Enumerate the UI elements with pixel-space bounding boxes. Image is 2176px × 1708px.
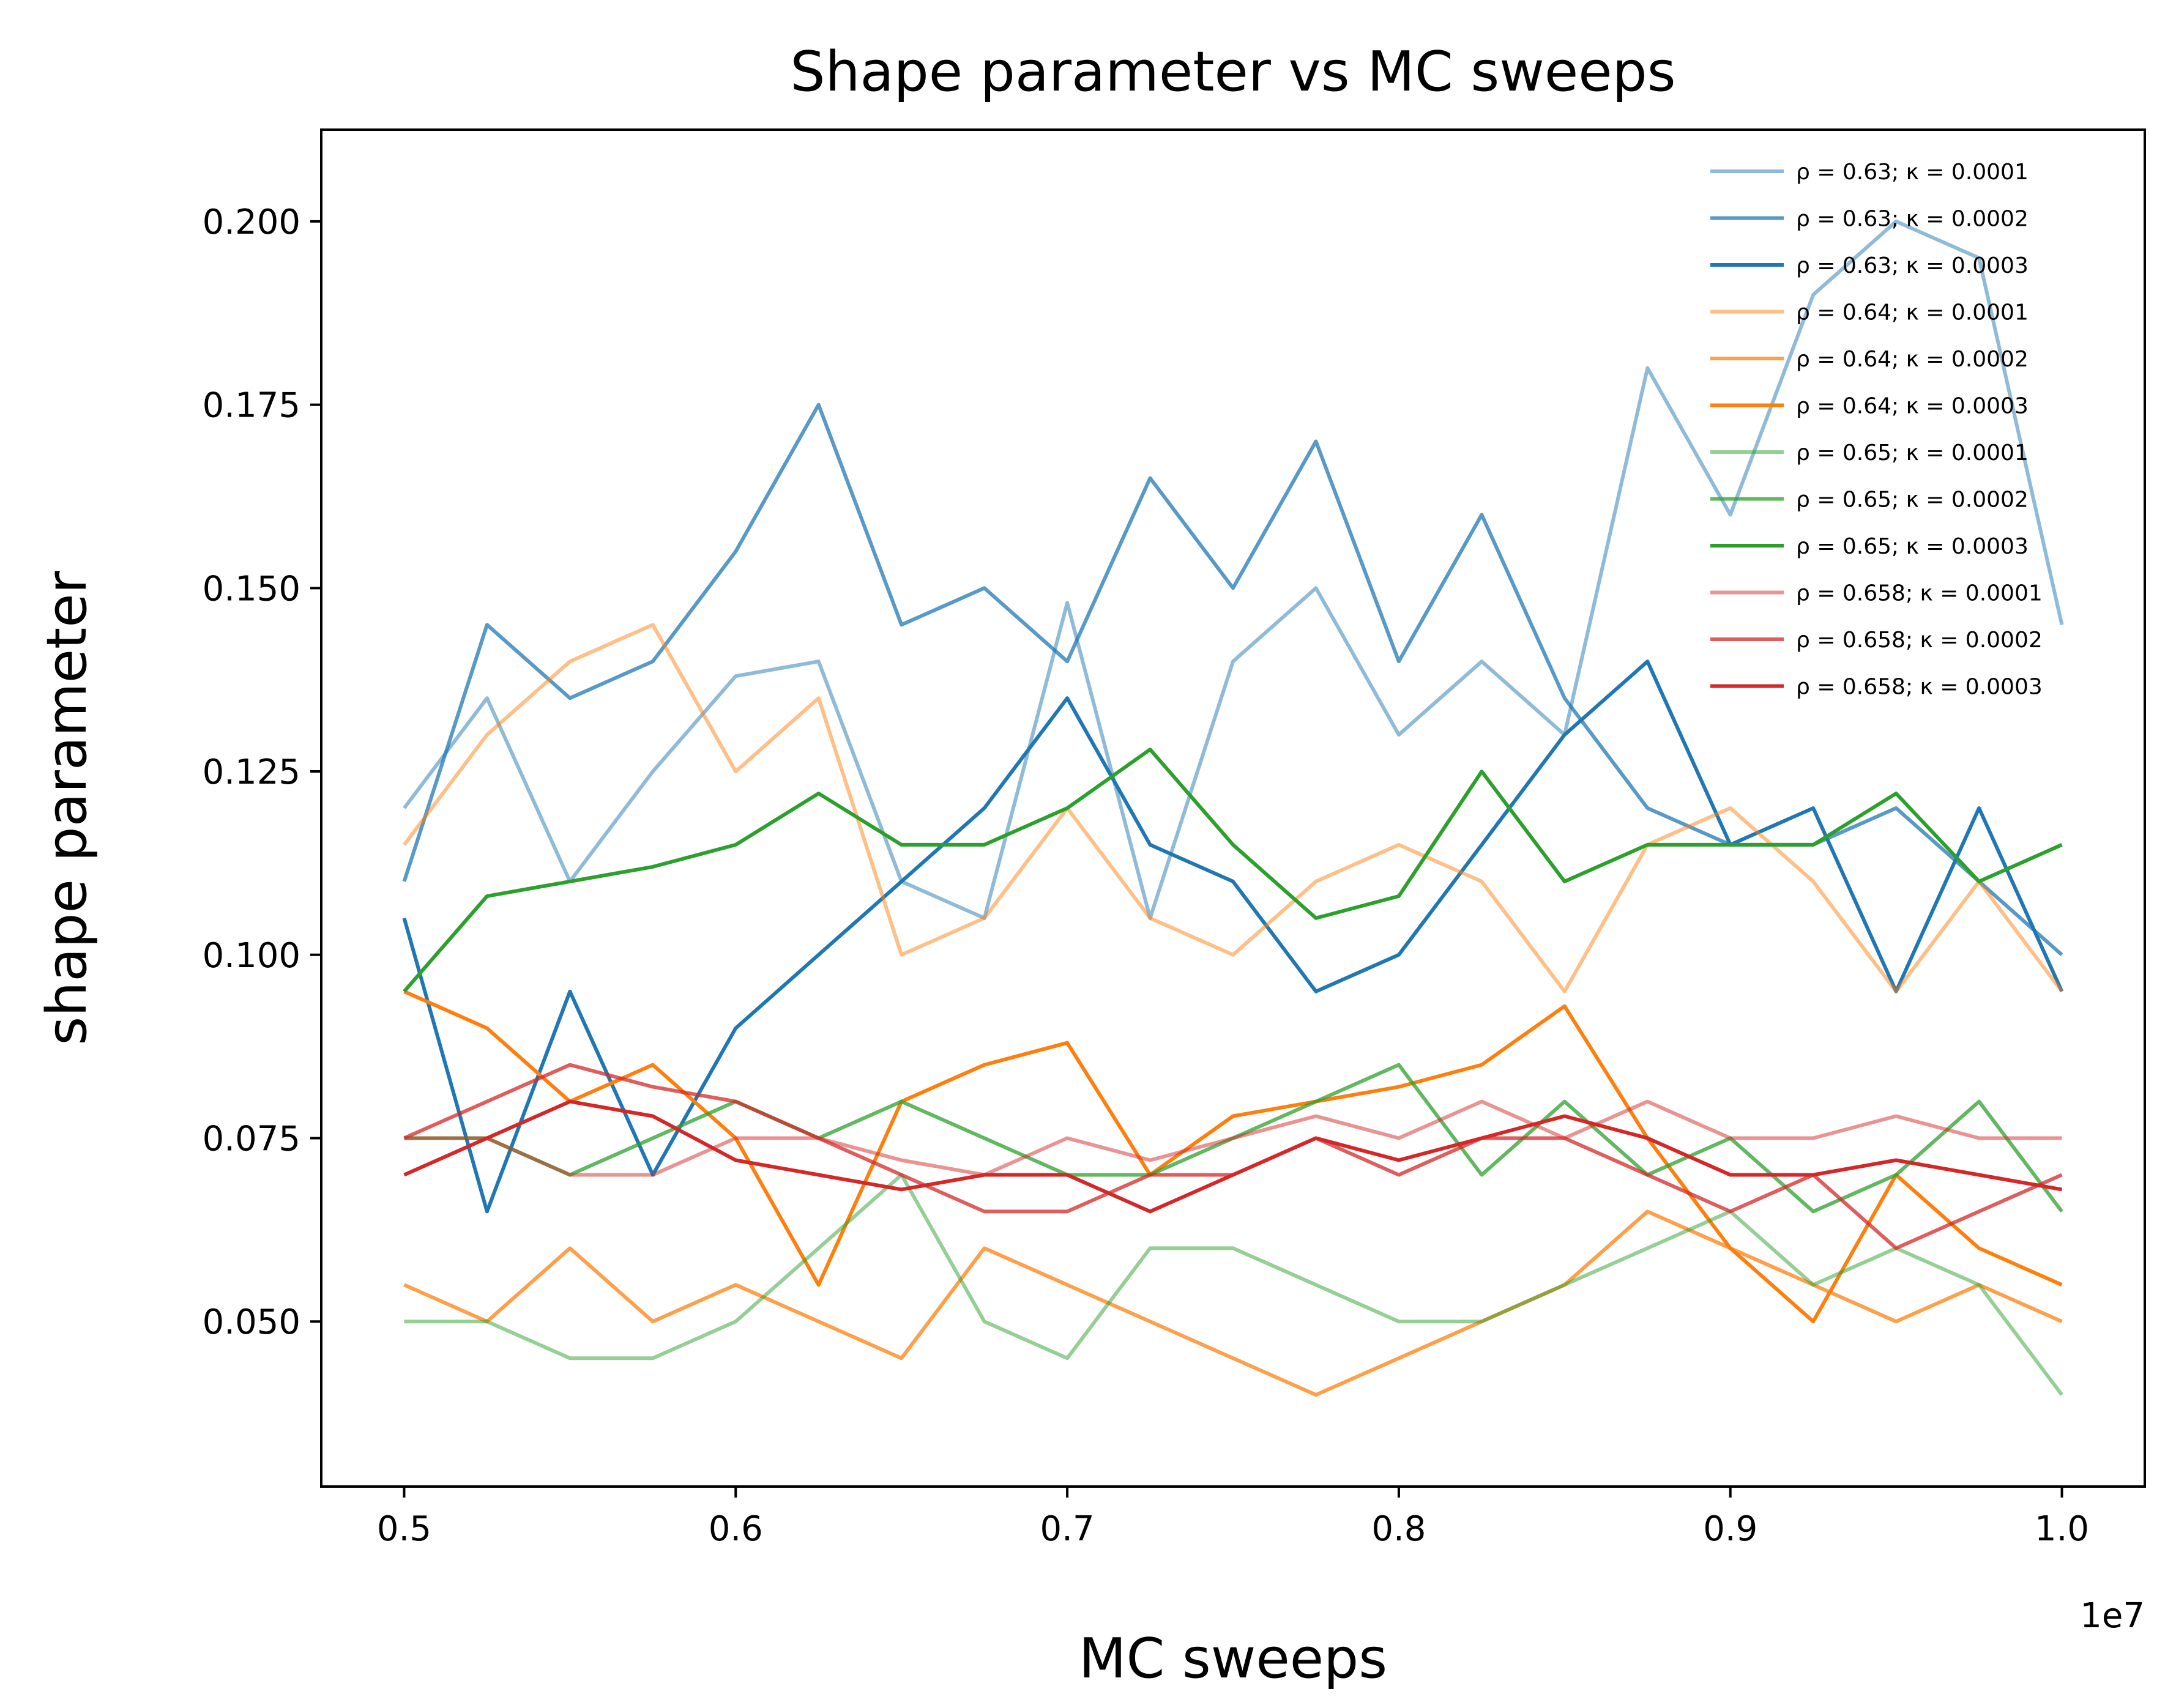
x-offset-label: 1e7	[2080, 1596, 2145, 1636]
legend-label-4: ρ = 0.64; κ = 0.0002	[1796, 347, 2029, 372]
plot-area	[320, 128, 2146, 1488]
y-tick-label: 0.150	[203, 569, 300, 609]
legend-label-1: ρ = 0.63; κ = 0.0002	[1796, 207, 2029, 232]
legend-label-0: ρ = 0.63; κ = 0.0001	[1796, 160, 2029, 185]
x-tick-label: 1.0	[2035, 1509, 2089, 1549]
x-axis: 0.5 0.6 0.7 0.8 0.9 1.0	[377, 1487, 2089, 1549]
series-line-4	[403, 1209, 2063, 1397]
series-line-8	[403, 748, 2063, 993]
series-line-6	[404, 1173, 2063, 1396]
series-line-10	[403, 1063, 2063, 1250]
legend-label-7: ρ = 0.65; κ = 0.0002	[1796, 488, 2029, 513]
plot-frame	[320, 128, 2146, 1488]
x-tick-label: 0.6	[709, 1509, 763, 1549]
x-tick-label: 0.5	[377, 1509, 431, 1549]
y-tick-label: 0.075	[203, 1119, 300, 1159]
legend-label-8: ρ = 0.65; κ = 0.0003	[1796, 534, 2029, 559]
y-tick-label: 0.200	[203, 202, 300, 242]
chart-title: Shape parameter vs MC sweeps	[790, 40, 1675, 104]
legend-label-9: ρ = 0.658; κ = 0.0001	[1796, 581, 2043, 606]
series-line-3	[403, 623, 2063, 993]
y-tick-label: 0.050	[203, 1302, 300, 1342]
legend-label-6: ρ = 0.65; κ = 0.0001	[1796, 440, 2029, 466]
series-line-0	[403, 219, 2064, 920]
x-tick-label: 0.9	[1703, 1509, 1757, 1549]
legend-label-11: ρ = 0.658; κ = 0.0003	[1796, 675, 2043, 700]
legend-label-3: ρ = 0.64; κ = 0.0001	[1796, 300, 2029, 325]
legend-label-2: ρ = 0.63; κ = 0.0003	[1796, 253, 2029, 278]
series-line-5	[403, 989, 2063, 1324]
y-axis: 0.050 0.075 0.100 0.125 0.150 0.175 0.200	[203, 202, 321, 1342]
y-tick-label: 0.100	[203, 936, 300, 976]
x-tick-label: 0.8	[1371, 1509, 1426, 1549]
x-axis-label: MC sweeps	[1079, 1627, 1387, 1691]
y-tick-label: 0.125	[203, 752, 300, 792]
series-line-11	[403, 1099, 2063, 1214]
series-line-2	[402, 659, 2064, 1214]
y-tick-label: 0.175	[203, 386, 300, 426]
legend-label-10: ρ = 0.658; κ = 0.0002	[1796, 628, 2043, 653]
legend: ρ = 0.63; κ = 0.0001 ρ = 0.63; κ = 0.0002…	[1710, 160, 2043, 700]
series-group	[402, 219, 2064, 1397]
x-tick-label: 0.7	[1040, 1509, 1095, 1549]
y-axis-label: shape parameter	[35, 571, 99, 1045]
legend-label-5: ρ = 0.64; κ = 0.0003	[1796, 394, 2029, 419]
series-line-9	[404, 1099, 2062, 1177]
